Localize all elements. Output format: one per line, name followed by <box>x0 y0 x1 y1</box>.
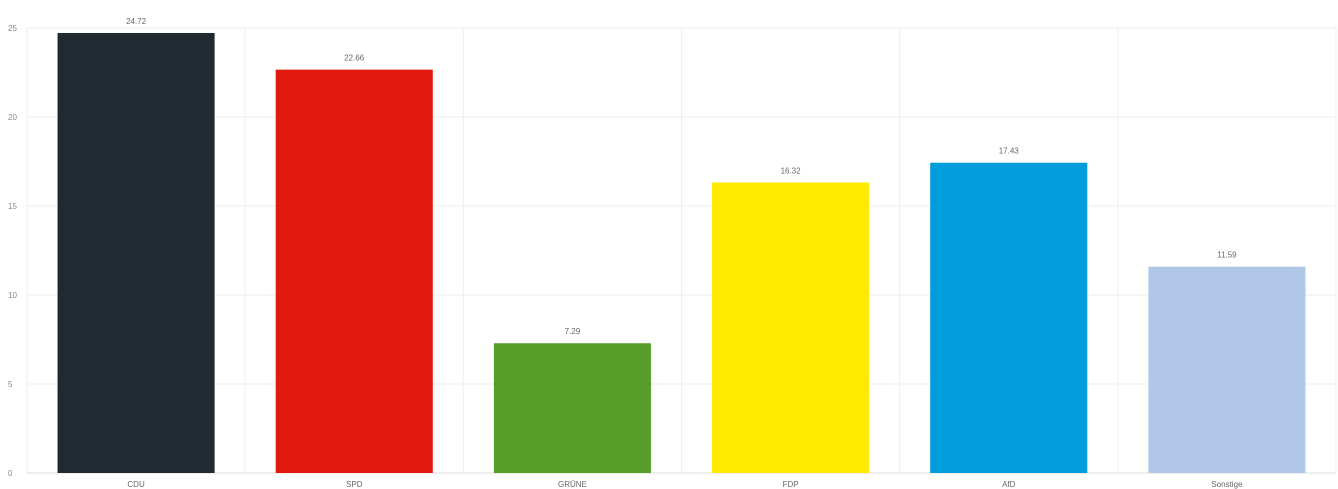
bar <box>57 32 215 473</box>
bar <box>1148 266 1306 473</box>
bar <box>275 69 433 473</box>
category-label: AfD <box>1002 480 1016 489</box>
data-label: 16.32 <box>781 167 802 176</box>
y-tick-label: 15 <box>8 202 17 211</box>
bar <box>930 162 1088 473</box>
value-labels: 24.72 22.66 7.29 16.32 17.43 11.59 <box>126 17 1237 336</box>
bars <box>57 32 1306 473</box>
bar <box>712 182 870 473</box>
y-tick-label: 0 <box>8 469 13 478</box>
bar <box>493 343 651 473</box>
y-axis-ticks: 0 5 10 15 20 25 <box>8 24 17 478</box>
gridlines <box>26 27 1337 474</box>
y-tick-label: 25 <box>8 24 17 33</box>
category-label: GRÜNE <box>558 480 587 489</box>
data-label: 17.43 <box>999 147 1020 156</box>
y-tick-label: 5 <box>8 380 13 389</box>
data-label: 22.66 <box>344 54 365 63</box>
category-label: Sonstige <box>1211 480 1243 489</box>
category-label: FDP <box>783 480 799 489</box>
y-tick-label: 20 <box>8 113 17 122</box>
data-label: 7.29 <box>565 327 581 336</box>
y-tick-label: 10 <box>8 291 17 300</box>
category-label: CDU <box>127 480 145 489</box>
x-axis-labels: CDU SPD GRÜNE FDP AfD Sonstige <box>127 480 1243 489</box>
data-label: 11.59 <box>1217 251 1237 260</box>
category-label: SPD <box>346 480 363 489</box>
data-label: 24.72 <box>126 17 147 26</box>
